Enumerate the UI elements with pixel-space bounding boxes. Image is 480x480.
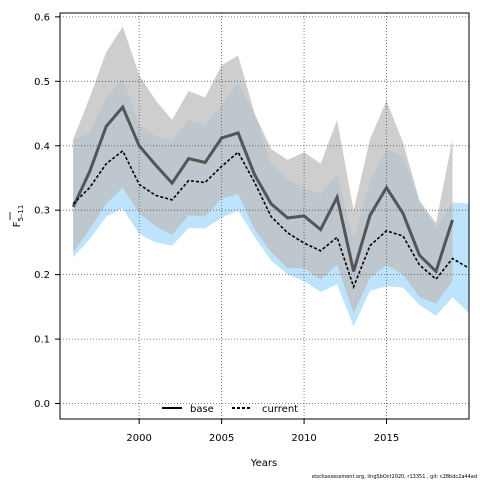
y-tick-label: 0.2 bbox=[34, 270, 50, 281]
x-tick-label: 2015 bbox=[374, 433, 399, 444]
y-tick-label: 0.1 bbox=[34, 335, 50, 346]
y-tick-label: 0.6 bbox=[34, 12, 50, 23]
x-tick-label: 2000 bbox=[126, 433, 151, 444]
band-base bbox=[73, 26, 453, 314]
legend-label-current: current bbox=[262, 404, 298, 415]
y-axis-title-sub: 5–11 bbox=[17, 205, 25, 222]
y-tick-label: 0.5 bbox=[34, 77, 50, 88]
footer-text: stockassessment.org, lingSbOct2020, r133… bbox=[312, 474, 477, 480]
confidence-bands bbox=[73, 26, 469, 327]
y-tick-label: 0.0 bbox=[34, 399, 50, 410]
series-lines bbox=[71, 104, 470, 290]
plot-frame bbox=[59, 12, 470, 420]
x-axis-title: Years bbox=[250, 458, 277, 469]
series-line-base bbox=[71, 104, 454, 275]
svg-text:F5–11: F5–11 bbox=[12, 205, 25, 228]
y-tick-label: 0.4 bbox=[34, 141, 50, 152]
x-axis: 2000 2005 2010 2015 bbox=[126, 419, 399, 444]
y-axis-title: F5–11 bbox=[9, 205, 25, 228]
x-tick-label: 2005 bbox=[209, 433, 234, 444]
x-tick-label: 2010 bbox=[291, 433, 316, 444]
y-tick-label: 0.3 bbox=[34, 206, 50, 217]
legend: base current bbox=[162, 404, 298, 415]
y-axis: 0.0 0.1 0.2 0.3 0.4 0.5 0.6 bbox=[34, 12, 60, 410]
series-line-current bbox=[72, 149, 470, 290]
grid-lines bbox=[60, 13, 469, 419]
legend-label-base: base bbox=[190, 404, 214, 415]
y-axis-title-main: F bbox=[12, 221, 23, 227]
